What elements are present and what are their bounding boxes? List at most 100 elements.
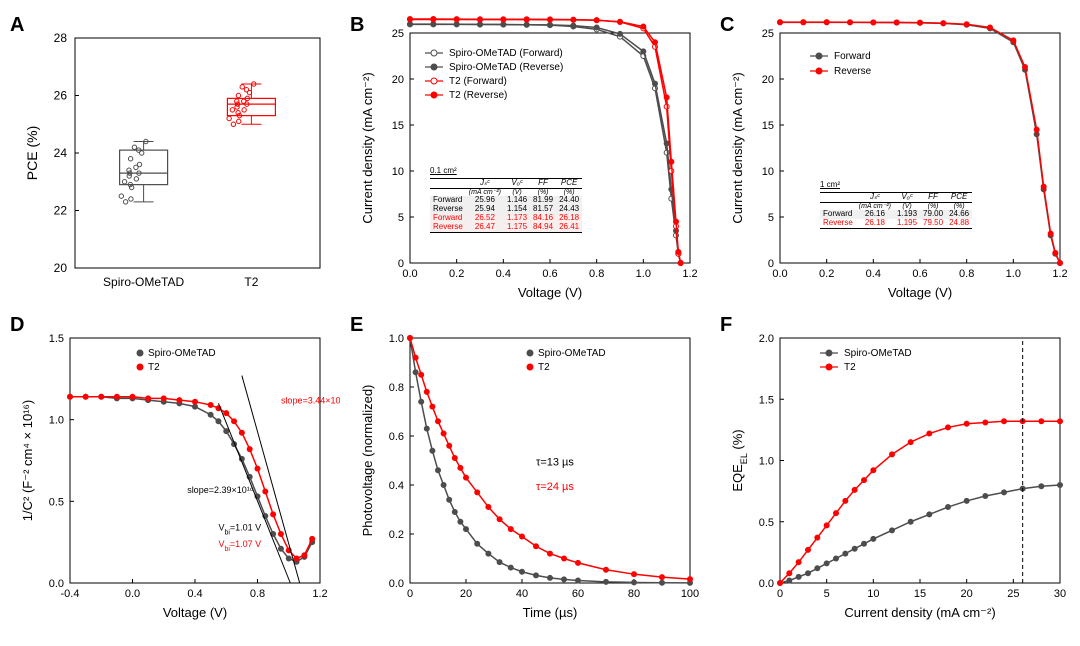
svg-text:Current density (mA cm⁻²): Current density (mA cm⁻²) <box>844 605 995 620</box>
svg-text:30: 30 <box>1054 588 1066 600</box>
svg-text:10: 10 <box>762 166 774 178</box>
svg-text:20: 20 <box>54 261 68 275</box>
panel-c: C 0.00.20.40.60.81.01.20510152025Voltage… <box>710 8 1080 308</box>
svg-text:Time (µs): Time (µs) <box>523 605 578 620</box>
svg-text:1.5: 1.5 <box>49 333 64 345</box>
svg-text:T2: T2 <box>148 362 160 373</box>
panel-f-label: F <box>720 314 732 337</box>
svg-text:5: 5 <box>824 588 830 600</box>
svg-text:0.4: 0.4 <box>866 268 881 280</box>
svg-text:Photovoltage (normalized): Photovoltage (normalized) <box>360 385 375 537</box>
svg-text:Spiro-OMeTAD: Spiro-OMeTAD <box>538 348 606 359</box>
svg-text:τ=13 µs: τ=13 µs <box>536 456 574 468</box>
figure-grid: A 2022242628PCE (%)Spiro-OMeTADT2 B 0.00… <box>0 0 1080 628</box>
svg-text:15: 15 <box>914 588 926 600</box>
panel-e: E 0204060801000.00.20.40.60.81.0Time (µs… <box>340 308 710 628</box>
svg-text:T2 (Reverse): T2 (Reverse) <box>449 90 507 101</box>
svg-text:0.0: 0.0 <box>402 268 417 280</box>
svg-text:0: 0 <box>398 258 404 270</box>
svg-text:25: 25 <box>762 28 774 40</box>
svg-text:Spiro-OMeTAD (Reverse): Spiro-OMeTAD (Reverse) <box>449 62 563 73</box>
svg-text:0: 0 <box>777 588 783 600</box>
svg-text:1/C² (F⁻² cm⁴ × 10¹⁶): 1/C² (F⁻² cm⁴ × 10¹⁶) <box>20 400 35 521</box>
svg-text:0: 0 <box>407 588 413 600</box>
svg-text:60: 60 <box>572 588 584 600</box>
svg-text:0: 0 <box>768 258 774 270</box>
svg-text:T2: T2 <box>244 275 258 289</box>
svg-text:0.8: 0.8 <box>959 268 974 280</box>
svg-text:10: 10 <box>392 166 404 178</box>
svg-text:0.6: 0.6 <box>912 268 927 280</box>
panel-a-label: A <box>10 14 24 37</box>
svg-text:22: 22 <box>54 204 68 218</box>
svg-text:0.6: 0.6 <box>542 268 557 280</box>
svg-text:5: 5 <box>768 212 774 224</box>
svg-text:15: 15 <box>392 120 404 132</box>
svg-text:slope=3.44×10¹⁶: slope=3.44×10¹⁶ <box>281 395 340 405</box>
svg-text:1.0: 1.0 <box>49 415 64 427</box>
panel-d-label: D <box>10 314 24 337</box>
panel-d: D -0.40.00.40.81.20.00.51.01.5Voltage (V… <box>0 308 340 628</box>
svg-text:1.2: 1.2 <box>1052 268 1067 280</box>
svg-text:0.0: 0.0 <box>49 578 64 590</box>
svg-text:0.0: 0.0 <box>125 588 140 600</box>
svg-text:0.2: 0.2 <box>449 268 464 280</box>
svg-text:0.0: 0.0 <box>389 578 404 590</box>
svg-text:T2: T2 <box>538 362 550 373</box>
svg-text:0.2: 0.2 <box>819 268 834 280</box>
svg-text:25: 25 <box>1007 588 1019 600</box>
svg-text:Current density (mA cm⁻²): Current density (mA cm⁻²) <box>360 72 375 223</box>
panel-f: F 0510152025300.00.51.01.52.0Current den… <box>710 308 1080 628</box>
svg-text:80: 80 <box>628 588 640 600</box>
panel-d-plot: -0.40.00.40.81.20.00.51.01.5Voltage (V)1… <box>0 308 340 628</box>
svg-text:τ=24 µs: τ=24 µs <box>536 481 574 493</box>
svg-text:0.8: 0.8 <box>389 382 404 394</box>
svg-text:EQEEL (%): EQEEL (%) <box>730 429 749 491</box>
svg-text:2.0: 2.0 <box>759 333 774 345</box>
svg-text:Forward: Forward <box>834 51 871 62</box>
panel-b-plot: 0.00.20.40.60.81.01.20510152025Voltage (… <box>340 8 710 308</box>
svg-text:Voltage (V): Voltage (V) <box>518 285 582 300</box>
panel-f-plot: 0510152025300.00.51.01.52.0Current densi… <box>710 308 1080 628</box>
svg-text:Spiro-OMeTAD: Spiro-OMeTAD <box>103 275 184 289</box>
svg-text:0.6: 0.6 <box>389 431 404 443</box>
svg-text:100: 100 <box>681 588 699 600</box>
svg-text:0.8: 0.8 <box>250 588 265 600</box>
svg-text:Voltage (V): Voltage (V) <box>888 285 952 300</box>
svg-text:Current density (mA cm⁻²): Current density (mA cm⁻²) <box>730 72 745 223</box>
panel-b-label: B <box>350 14 364 37</box>
svg-text:0.4: 0.4 <box>496 268 511 280</box>
svg-text:20: 20 <box>392 74 404 86</box>
svg-text:Vbi=1.07 V: Vbi=1.07 V <box>218 539 261 553</box>
svg-text:0.2: 0.2 <box>389 529 404 541</box>
svg-text:0.5: 0.5 <box>49 496 64 508</box>
svg-text:0.5: 0.5 <box>759 517 774 529</box>
svg-text:Spiro-OMeTAD (Forward): Spiro-OMeTAD (Forward) <box>449 48 563 59</box>
svg-text:1.5: 1.5 <box>759 394 774 406</box>
svg-text:1.0: 1.0 <box>636 268 651 280</box>
svg-text:26: 26 <box>54 89 68 103</box>
svg-text:slope=2.39×10¹⁶: slope=2.39×10¹⁶ <box>187 485 254 495</box>
svg-text:20: 20 <box>762 74 774 86</box>
svg-text:1.0: 1.0 <box>389 333 404 345</box>
panel-e-plot: 0204060801000.00.20.40.60.81.0Time (µs)P… <box>340 308 710 628</box>
svg-text:Vbi=1.01 V: Vbi=1.01 V <box>218 523 261 537</box>
svg-text:Spiro-OMeTAD: Spiro-OMeTAD <box>844 348 912 359</box>
svg-text:0.8: 0.8 <box>589 268 604 280</box>
svg-text:15: 15 <box>762 120 774 132</box>
svg-text:1.0: 1.0 <box>759 456 774 468</box>
svg-text:5: 5 <box>398 212 404 224</box>
area-label-b: 0.1 cm² <box>430 166 582 175</box>
svg-text:10: 10 <box>867 588 879 600</box>
svg-text:T2: T2 <box>844 362 856 373</box>
panel-e-label: E <box>350 314 363 337</box>
svg-text:25: 25 <box>392 28 404 40</box>
panel-a: A 2022242628PCE (%)Spiro-OMeTADT2 <box>0 8 340 308</box>
svg-text:Voltage (V): Voltage (V) <box>163 605 227 620</box>
svg-text:0.0: 0.0 <box>772 268 787 280</box>
panel-c-label: C <box>720 14 734 37</box>
svg-text:40: 40 <box>516 588 528 600</box>
area-label-c: 1 cm² <box>820 180 972 189</box>
svg-text:Reverse: Reverse <box>834 66 872 77</box>
svg-text:1.2: 1.2 <box>312 588 327 600</box>
